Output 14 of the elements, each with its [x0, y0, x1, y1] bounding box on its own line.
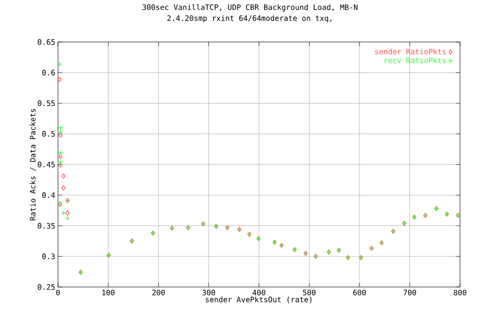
point — [56, 62, 62, 67]
point — [65, 216, 70, 221]
point — [58, 162, 63, 168]
point — [66, 210, 70, 216]
point — [62, 185, 66, 190]
point — [58, 154, 63, 160]
point — [58, 150, 64, 156]
point — [58, 132, 63, 138]
point — [58, 76, 62, 82]
point — [60, 210, 66, 216]
point — [58, 160, 64, 165]
point — [58, 129, 64, 135]
point — [58, 125, 64, 130]
point — [62, 174, 66, 179]
